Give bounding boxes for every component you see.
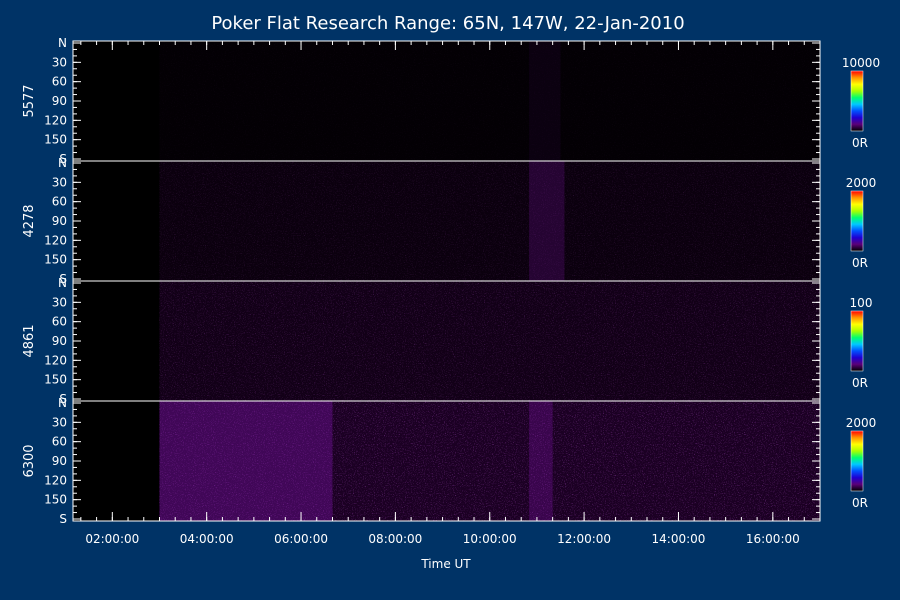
y-tick-label: 150 — [44, 253, 67, 267]
colorbar-max-label: 2000 — [846, 416, 877, 430]
colorbar — [850, 190, 864, 252]
y-tick-label: 90 — [52, 454, 67, 468]
y-tick-label: 30 — [52, 175, 67, 189]
colorbar — [850, 70, 864, 132]
y-tick-label: N — [58, 276, 67, 290]
y-tick-label: 30 — [52, 55, 67, 69]
y-tick-label: 150 — [44, 133, 67, 147]
x-tick-label: 06:00:00 — [274, 532, 328, 546]
y-tick-label: 90 — [52, 94, 67, 108]
colorbar — [850, 310, 864, 372]
panel-6300: N 30 60 90 120 150 S 6300 2000 0R — [22, 396, 876, 526]
emission-enhancement — [159, 401, 333, 521]
y-tick-label: 120 — [44, 353, 67, 367]
panel-4861: N 30 60 90 120 150 S 4861 100 0R — [22, 276, 872, 406]
emission-enhancement — [529, 401, 553, 521]
colorbar-min-label: 0R — [852, 136, 868, 150]
data-noise — [159, 41, 820, 161]
panel-label: 4861 — [22, 324, 37, 357]
x-tick-label: 16:00:00 — [746, 532, 800, 546]
data-noise — [159, 281, 820, 401]
y-tick-label: N — [58, 396, 67, 410]
x-axis-label: Time UT — [420, 557, 471, 571]
x-tick-label: 02:00:00 — [85, 532, 139, 546]
emission-enhancement — [529, 161, 565, 281]
colorbar — [850, 430, 864, 492]
colorbar-max-label: 2000 — [846, 176, 877, 190]
y-tick-label: 90 — [52, 214, 67, 228]
x-tick-label: 10:00:00 — [463, 532, 517, 546]
y-tick-label: 60 — [52, 195, 67, 209]
y-tick-label: 120 — [44, 113, 67, 127]
y-tick-label: S — [59, 392, 67, 406]
y-tick-label: 120 — [44, 473, 67, 487]
emission-enhancement — [529, 41, 561, 161]
data-noise — [159, 401, 820, 521]
y-tick-label: 150 — [44, 373, 67, 387]
colorbar-min-label: 0R — [852, 496, 868, 510]
colorbar-max-label: 10000 — [842, 56, 880, 70]
panels: N 30 60 90 120 150 S 5577 10000 0R N 30 60 90 120 150 S 4… — [22, 36, 880, 526]
y-tick-label: 150 — [44, 493, 67, 507]
colorbar-min-label: 0R — [852, 256, 868, 270]
y-tick-label: S — [59, 272, 67, 286]
panel-label: 5577 — [22, 84, 37, 117]
data-noise — [159, 161, 820, 281]
y-tick-label: N — [58, 36, 67, 50]
colorbar-max-label: 100 — [850, 296, 873, 310]
x-tick-label: 14:00:00 — [652, 532, 706, 546]
y-tick-label: S — [59, 152, 67, 166]
panel-label: 4278 — [22, 204, 37, 237]
x-tick-label: 04:00:00 — [180, 532, 234, 546]
y-tick-label: 90 — [52, 334, 67, 348]
x-tick-label: 08:00:00 — [368, 532, 422, 546]
colorbar-min-label: 0R — [852, 376, 868, 390]
y-tick-label: 60 — [52, 435, 67, 449]
y-tick-label: S — [59, 512, 67, 526]
x-tick-label: 12:00:00 — [557, 532, 611, 546]
y-tick-label: 120 — [44, 233, 67, 247]
panel-5577: N 30 60 90 120 150 S 5577 10000 0R — [22, 36, 880, 166]
y-tick-label: 60 — [52, 315, 67, 329]
y-tick-label: 60 — [52, 75, 67, 89]
y-tick-label: N — [58, 156, 67, 170]
y-tick-label: 30 — [52, 295, 67, 309]
panel-4278: N 30 60 90 120 150 S 4278 2000 0R — [22, 156, 876, 286]
y-tick-label: 30 — [52, 415, 67, 429]
panel-label: 6300 — [22, 444, 37, 477]
chart-title: Poker Flat Research Range: 65N, 147W, 22… — [211, 13, 684, 34]
x-axis: 02:00:00 04:00:00 06:00:00 08:00:00 10:00:00… — [80, 41, 805, 546]
